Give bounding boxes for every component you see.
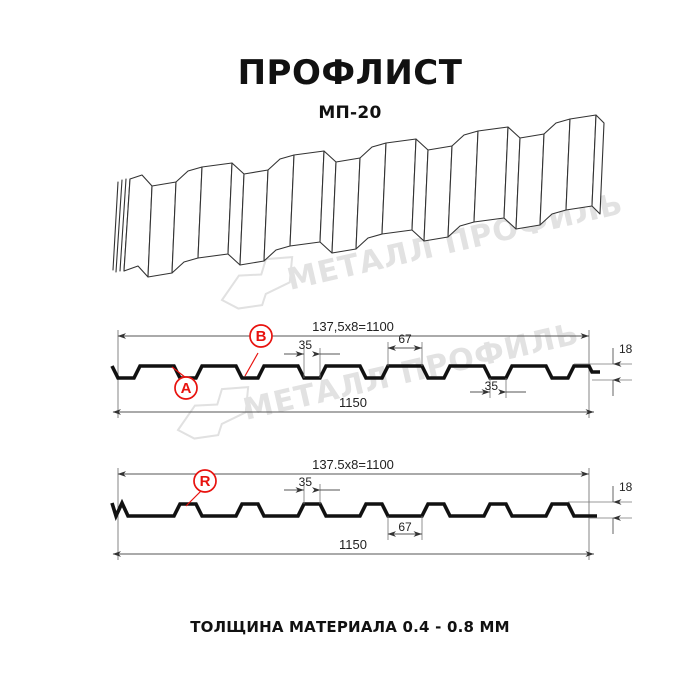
dimension-height-bottom: 18 [568,480,633,534]
dimension-rib-top: 35 [284,338,340,378]
marker-b-label: B [256,328,267,345]
dimension-total-top-label: 1150 [339,395,367,410]
dimension-trough-bottom: 67 [387,516,423,540]
cross-section-bottom: 137.5x8=1100 1150 18 35 [110,457,633,560]
marker-r-label: R [200,473,211,490]
dimension-rib-bottom: 35 [470,378,526,398]
dimension-pitch-bottom-label: 137.5x8=1100 [312,457,394,472]
watermark-lower: МЕТАЛЛ ПРОФИЛЬ [176,316,583,440]
dimension-pitch-top: 137,5x8=1100 [117,319,589,339]
dimension-total-top: 1150 [112,395,594,415]
dimension-pitch-bottom: 137.5x8=1100 [117,457,589,477]
dimension-trough-top-label: 67 [398,332,412,346]
marker-r: R [185,469,217,507]
dimension-height-top-label: 18 [619,342,633,356]
dimension-total-bottom-label: 1150 [339,537,367,552]
material-thickness-caption: ТОЛЩИНА МАТЕРИАЛА 0.4 - 0.8 ММ [190,618,510,636]
dimension-height-bottom-label: 18 [619,480,633,494]
dimension-trough-top: 67 [387,332,423,366]
page-subtitle: МП-20 [318,102,382,123]
page-title: ПРОФЛИСТ [237,53,463,93]
caption-block: ТОЛЩИНА МАТЕРИАЛА 0.4 - 0.8 ММ [0,618,700,636]
title-block: ПРОФЛИСТ МП-20 [0,53,700,123]
dimension-height-top: 18 [574,342,633,396]
dimension-rib-bottom-label: 35 [485,379,499,393]
cross-section-top: 137,5x8=1100 1150 18 35 [110,319,633,418]
dimension-trough-bottom-label: 67 [398,520,412,534]
profile-sheet-isometric-view [112,114,605,278]
dimension-pitch-top-label: 137,5x8=1100 [312,319,394,334]
marker-a: A [171,366,198,400]
dimension-rib-top-label: 35 [299,338,313,352]
dimension-total-bottom: 1150 [112,537,594,557]
dimension-rib-bottom-section: 35 [284,475,340,504]
dimension-rib-bottom-section-label: 35 [299,475,313,489]
profile-outline-bottom [110,498,597,522]
marker-b: B [244,324,273,377]
marker-a-label: A [181,380,192,397]
